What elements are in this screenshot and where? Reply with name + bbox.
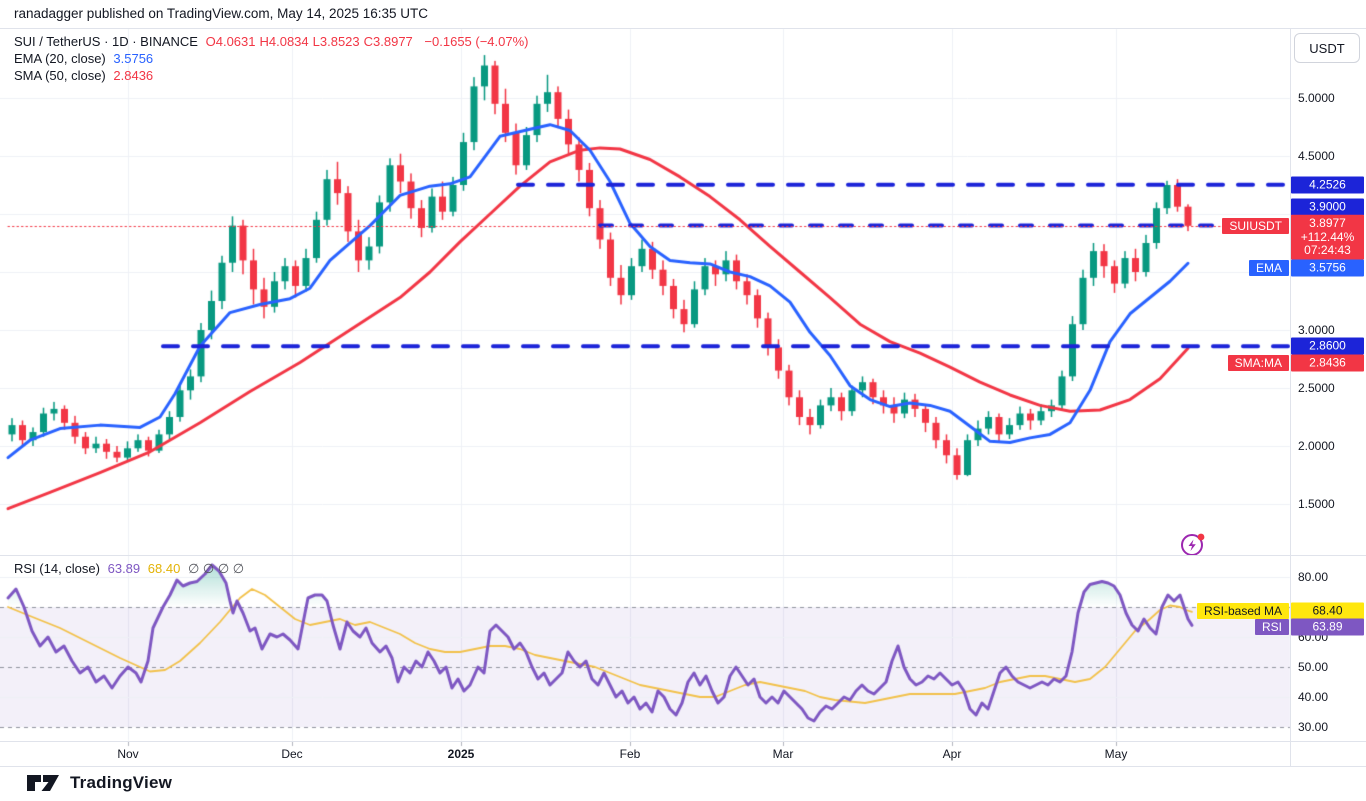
chart-bottom-border bbox=[0, 766, 1366, 767]
sma-legend-row: SMA (50, close) 2.8436 bbox=[14, 68, 157, 83]
level-badge-2-8600: 2.8600 bbox=[1291, 337, 1364, 355]
symbol-price-label: SUIUSDT bbox=[1222, 218, 1289, 234]
symbol-title[interactable]: SUI / TetherUS · 1D · BINANCE bbox=[14, 34, 198, 49]
rsi-legend-title[interactable]: RSI (14, close) bbox=[14, 561, 100, 576]
tradingview-logo-text: TradingView bbox=[70, 773, 173, 792]
change-value: −0.1655 (−4.07%) bbox=[424, 34, 529, 49]
lightning-icon bbox=[1181, 533, 1205, 556]
tradingview-footer[interactable]: TradingView bbox=[26, 772, 172, 794]
rsi-tick-30.00: 30.00 bbox=[1298, 720, 1329, 734]
time-tick-Mar: Mar bbox=[772, 747, 794, 761]
rsi-legend-value: 63.89 bbox=[107, 561, 141, 576]
sma-legend-label[interactable]: SMA (50, close) bbox=[14, 68, 106, 83]
time-tick-Apr: Apr bbox=[942, 747, 962, 761]
time-tick-Dec: Dec bbox=[281, 747, 303, 761]
price-tick-3.0000: 3.0000 bbox=[1298, 323, 1335, 337]
time-axis-top-border bbox=[0, 741, 1366, 742]
sma-label: SMA:MA bbox=[1227, 355, 1289, 371]
rsi-label: RSI bbox=[1254, 619, 1289, 635]
ema-legend-value: 3.5756 bbox=[113, 51, 154, 66]
time-tick-2025: 2025 bbox=[447, 747, 475, 761]
ohlc-c-value: C3.8977 bbox=[363, 34, 413, 49]
rsi-legend-empty-values: ∅ ∅ ∅ ∅ bbox=[187, 561, 245, 576]
time-tick-Feb: Feb bbox=[619, 747, 641, 761]
rsi-badge: 63.89 bbox=[1291, 618, 1364, 636]
price-tick-5.0000: 5.0000 bbox=[1298, 91, 1335, 105]
ema-badge: 3.5756 bbox=[1291, 259, 1364, 277]
tradingview-logo-icon bbox=[27, 775, 59, 791]
ema-legend-row: EMA (20, close) 3.5756 bbox=[14, 51, 157, 66]
time-tick-May: May bbox=[1104, 747, 1128, 761]
level-badge-4-2526: 4.2526 bbox=[1291, 176, 1364, 194]
ema-label: EMA bbox=[1248, 260, 1289, 276]
pane-separator[interactable] bbox=[0, 555, 1366, 556]
rsi-ma-label: RSI-based MA bbox=[1196, 603, 1289, 619]
price-tick-1.5000: 1.5000 bbox=[1298, 497, 1335, 511]
ohlc-l-value: L3.8523 bbox=[312, 34, 360, 49]
currency-button[interactable]: USDT bbox=[1294, 33, 1360, 63]
price-tick-4.5000: 4.5000 bbox=[1298, 149, 1335, 163]
time-tick-Nov: Nov bbox=[117, 747, 139, 761]
chart-top-border bbox=[0, 28, 1366, 29]
ema-legend-label[interactable]: EMA (20, close) bbox=[14, 51, 106, 66]
flash-ideas-button[interactable] bbox=[1178, 529, 1208, 559]
rsi-ma-legend-value: 68.40 bbox=[147, 561, 181, 576]
ohlc-h-value: H4.0834 bbox=[259, 34, 309, 49]
rsi-ma-badge: 68.40 bbox=[1291, 602, 1364, 620]
ohlc-values: O4.0631 H4.0834 L3.8523 C3.8977 bbox=[206, 34, 417, 49]
level-badge-3-9000: 3.9000 bbox=[1291, 198, 1364, 216]
sma-badge: 2.8436 bbox=[1291, 354, 1364, 372]
symbol-legend-row: SUI / TetherUS · 1D · BINANCE O4.0631 H4.… bbox=[14, 34, 533, 49]
rsi-tick-80.00: 80.00 bbox=[1298, 570, 1329, 584]
sma-legend-value: 2.8436 bbox=[113, 68, 154, 83]
ohlc-o-value: O4.0631 bbox=[205, 34, 256, 49]
rsi-tick-40.00: 40.00 bbox=[1298, 690, 1329, 704]
axis-separator bbox=[1290, 28, 1291, 766]
rsi-tick-50.00: 50.00 bbox=[1298, 660, 1329, 674]
price-tick-2.5000: 2.5000 bbox=[1298, 381, 1335, 395]
price-tick-2.0000: 2.0000 bbox=[1298, 439, 1335, 453]
rsi-legend-row: RSI (14, close) 63.89 68.40 ∅ ∅ ∅ ∅ bbox=[14, 561, 248, 577]
price-badge: 3.8977 +112.44% 07:24:43 bbox=[1291, 214, 1364, 260]
